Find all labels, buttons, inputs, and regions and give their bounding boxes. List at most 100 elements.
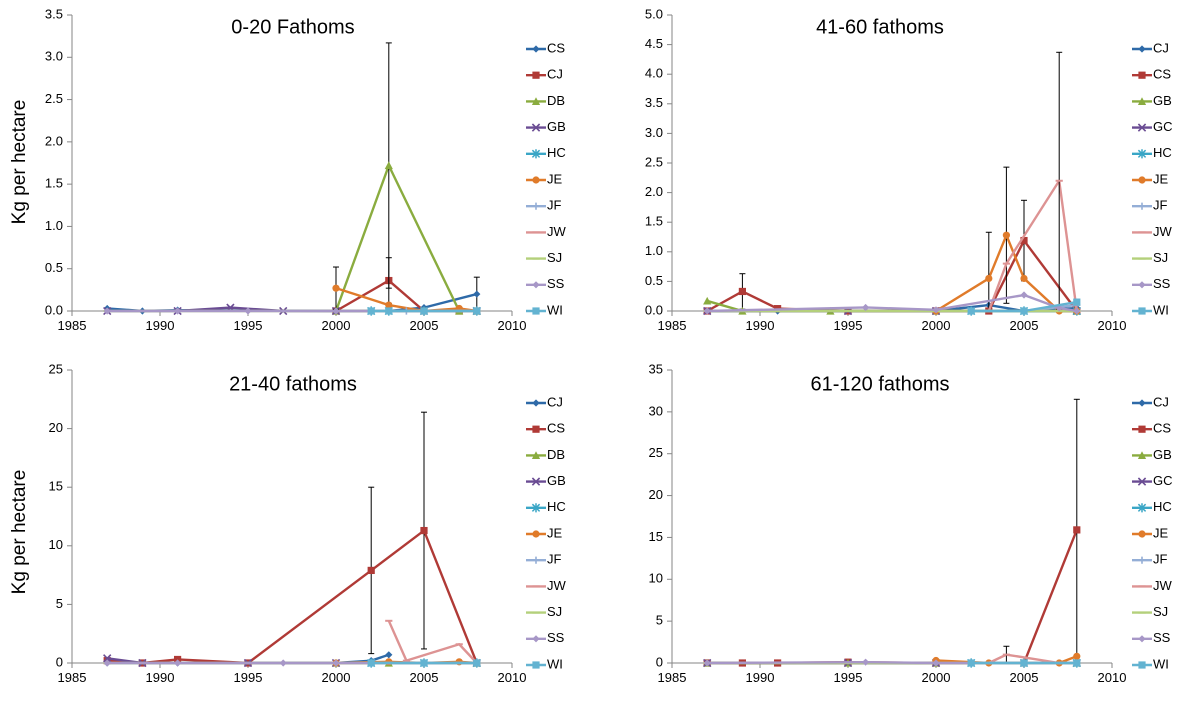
legend-marker-ss [1138, 281, 1146, 289]
legend-label-cs: CS [547, 40, 565, 55]
legend-label-jw: JW [547, 224, 567, 239]
y-tick-label: 20 [49, 420, 63, 435]
data-point-wi [420, 307, 428, 315]
x-tick-label: 1995 [834, 670, 863, 685]
legend-label-sj: SJ [1153, 604, 1168, 619]
y-tick-label: 0.5 [645, 273, 663, 288]
y-tick-label: 0.0 [45, 302, 63, 317]
legend-label-je: JE [1153, 171, 1169, 186]
chart-panel-2: 41-60 fathoms 0.0 0.5 1.0 1.5 2.0 2.5 3.0 3.5 4.0… [645, 6, 1173, 333]
data-point-cs [367, 566, 375, 575]
legend-label-cs: CS [1153, 67, 1171, 82]
data-point-cs [420, 526, 428, 535]
legend-label-ss: SS [1153, 630, 1171, 645]
data-point-wi [367, 659, 375, 667]
legend-label-ss: SS [547, 276, 565, 291]
legend-marker-hc [531, 503, 541, 513]
data-point-cs [738, 287, 746, 296]
chart-panel-4: 61-120 fathoms 0 5 10 15 20 25 30 35 1985 1990 1995… [649, 361, 1173, 685]
data-point-je [1073, 652, 1081, 660]
legend-label-ss: SS [547, 630, 565, 645]
legend-marker-cs [532, 45, 540, 53]
legend-marker-cj [1138, 45, 1146, 53]
data-point-ss [244, 307, 252, 315]
data-point-wi [1073, 298, 1081, 306]
x-tick-label: 2010 [1098, 318, 1127, 333]
series-line-db [334, 164, 477, 313]
legend-label-jw: JW [547, 578, 567, 593]
data-point-wi [1020, 659, 1028, 667]
legend-label-jf: JF [547, 552, 562, 567]
data-point-je [332, 284, 340, 292]
x-tick-label: 1995 [234, 670, 263, 685]
legend-marker-ss [532, 281, 540, 289]
y-tick-label: 5.0 [645, 6, 663, 21]
legend-label-cs: CS [547, 421, 565, 436]
data-point-ss [703, 659, 711, 667]
legend-marker-ss [1138, 635, 1146, 643]
legend-marker-ss [532, 635, 540, 643]
legend-marker-cs [1138, 425, 1146, 433]
series-line-jw [987, 179, 1078, 312]
legend-label-gb: GB [547, 473, 566, 488]
legend-label-db: DB [547, 93, 565, 108]
series-line-jw [387, 620, 478, 664]
legend-label-jf: JF [1153, 198, 1168, 213]
legend-marker-gb [531, 477, 541, 486]
legend-marker-jf [1138, 202, 1146, 210]
legend-label-cs: CS [1153, 421, 1171, 436]
legend-marker-je [1138, 530, 1146, 538]
data-point-wi [385, 307, 393, 315]
data-point-ss [1020, 291, 1028, 299]
data-point-ss [932, 659, 940, 667]
data-point-ss [332, 659, 340, 667]
legend-label-hc: HC [547, 499, 566, 514]
legend-label-gb: GB [547, 119, 566, 134]
y-tick-label: 2.0 [645, 184, 663, 199]
data-point-je [985, 274, 993, 283]
legend-label-ss: SS [1153, 276, 1171, 291]
legend-marker-hc [1137, 149, 1147, 159]
legend-label-gc: GC [1153, 473, 1173, 488]
legend-label-sj: SJ [1153, 250, 1168, 265]
data-point-ss [862, 303, 870, 312]
legend-label-jw: JW [1153, 578, 1173, 593]
y-tick-label: 5 [656, 613, 663, 628]
data-point-wi [420, 659, 428, 667]
data-point-cs [1020, 236, 1028, 245]
legend-marker-gb [531, 123, 541, 132]
legend-marker-je [532, 176, 540, 184]
chart-title: 61-120 fathoms [811, 373, 950, 395]
chart-title: 0-20 Fathoms [231, 16, 354, 38]
y-tick-label: 2.5 [45, 91, 63, 106]
x-tick-label: 1985 [658, 670, 687, 685]
x-tick-label: 1990 [146, 670, 175, 685]
data-point-ss [103, 307, 111, 315]
y-tick-label: 15 [49, 479, 63, 494]
legend-label-wi: WI [1153, 656, 1169, 671]
y-tick-label: 1.0 [45, 218, 63, 233]
x-tick-label: 1985 [58, 670, 87, 685]
data-point-ss [1073, 307, 1081, 315]
legend-marker-hc [1137, 503, 1147, 513]
legend-marker-wi [1138, 307, 1146, 315]
legend-marker-cj [532, 399, 540, 407]
data-point-db [384, 161, 393, 170]
chart-panel-3: 21-40 fathoms 0 5 10 15 20 25 1985 1990 1995 2000 2… [49, 361, 567, 685]
y-tick-label: 30 [649, 403, 663, 418]
data-point-ss [174, 307, 182, 315]
data-point-wi [1073, 659, 1081, 667]
y-tick-label: 0 [656, 654, 663, 669]
data-point-wi [367, 307, 375, 315]
y-tick-label: 5 [56, 596, 63, 611]
y-tick-label: 20 [649, 487, 663, 502]
y-tick-label: 3.5 [645, 95, 663, 110]
legend-label-cj: CJ [1153, 394, 1169, 409]
chart-panel-1: 0-20 Fathoms 0.0 0.5 1.0 1.5 2.0 2.5 3.0 3.5 1985… [45, 6, 567, 333]
x-tick-label: 2000 [322, 318, 351, 333]
y-tick-label: 0.5 [45, 260, 63, 275]
data-point-ss [862, 658, 870, 666]
y-axis-label-bottom: Kg per hectare [9, 470, 30, 595]
x-tick-label: 1995 [234, 318, 263, 333]
